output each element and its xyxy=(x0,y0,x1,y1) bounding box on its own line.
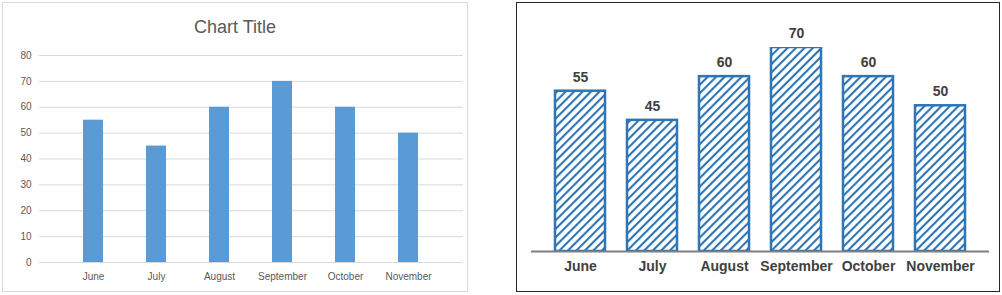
svg-text:45: 45 xyxy=(645,98,661,114)
svg-text:September: September xyxy=(760,258,833,274)
svg-text:July: July xyxy=(148,271,166,282)
svg-text:40: 40 xyxy=(20,153,32,164)
html-text:Chart Title: Chart Title xyxy=(194,17,276,37)
svg-text:August: August xyxy=(700,258,749,274)
svg-text:60: 60 xyxy=(717,54,733,70)
svg-text:50: 50 xyxy=(20,127,32,138)
svg-text:70: 70 xyxy=(20,76,32,87)
svg-text:June: June xyxy=(564,258,597,274)
svg-text:50: 50 xyxy=(933,83,949,99)
svg-text:60: 60 xyxy=(20,101,32,112)
svg-text:10: 10 xyxy=(20,231,32,242)
svg-text:55: 55 xyxy=(573,69,589,85)
svg-text:80: 80 xyxy=(20,50,32,61)
svg-text:20: 20 xyxy=(20,205,32,216)
svg-text:November: November xyxy=(906,258,975,274)
svg-text:July: July xyxy=(638,258,666,274)
svg-text:August: August xyxy=(204,271,235,282)
svg-text:October: October xyxy=(842,258,896,274)
svg-text:June: June xyxy=(83,271,105,282)
svg-text:October: October xyxy=(328,271,364,282)
svg-text:November: November xyxy=(385,271,432,282)
svg-text:60: 60 xyxy=(861,54,877,70)
svg-text:30: 30 xyxy=(20,179,32,190)
svg-text:70: 70 xyxy=(789,25,805,41)
svg-text:0: 0 xyxy=(26,257,32,268)
svg-text:September: September xyxy=(258,271,308,282)
